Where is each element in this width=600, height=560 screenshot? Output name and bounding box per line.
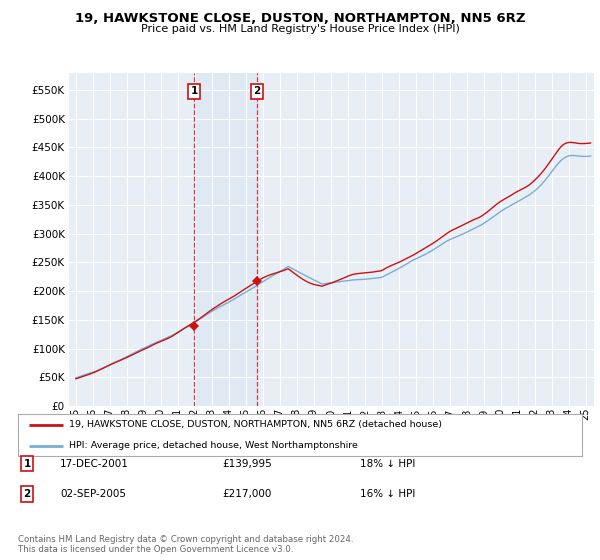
- Text: 1: 1: [23, 459, 31, 469]
- Text: 2: 2: [253, 86, 261, 96]
- Text: 1: 1: [190, 86, 197, 96]
- Text: 16% ↓ HPI: 16% ↓ HPI: [360, 489, 415, 499]
- Text: 19, HAWKSTONE CLOSE, DUSTON, NORTHAMPTON, NN5 6RZ (detached house): 19, HAWKSTONE CLOSE, DUSTON, NORTHAMPTON…: [69, 421, 442, 430]
- Text: 17-DEC-2001: 17-DEC-2001: [60, 459, 129, 469]
- Text: This data is licensed under the Open Government Licence v3.0.: This data is licensed under the Open Gov…: [18, 545, 293, 554]
- Text: £217,000: £217,000: [222, 489, 271, 499]
- Bar: [194, 73, 257, 406]
- Text: 2: 2: [23, 489, 31, 499]
- Text: HPI: Average price, detached house, West Northamptonshire: HPI: Average price, detached house, West…: [69, 441, 358, 450]
- Text: Contains HM Land Registry data © Crown copyright and database right 2024.: Contains HM Land Registry data © Crown c…: [18, 535, 353, 544]
- Text: 18% ↓ HPI: 18% ↓ HPI: [360, 459, 415, 469]
- Text: 02-SEP-2005: 02-SEP-2005: [60, 489, 126, 499]
- Text: 19, HAWKSTONE CLOSE, DUSTON, NORTHAMPTON, NN5 6RZ: 19, HAWKSTONE CLOSE, DUSTON, NORTHAMPTON…: [75, 12, 525, 25]
- Text: £139,995: £139,995: [222, 459, 272, 469]
- Text: Price paid vs. HM Land Registry's House Price Index (HPI): Price paid vs. HM Land Registry's House …: [140, 24, 460, 34]
